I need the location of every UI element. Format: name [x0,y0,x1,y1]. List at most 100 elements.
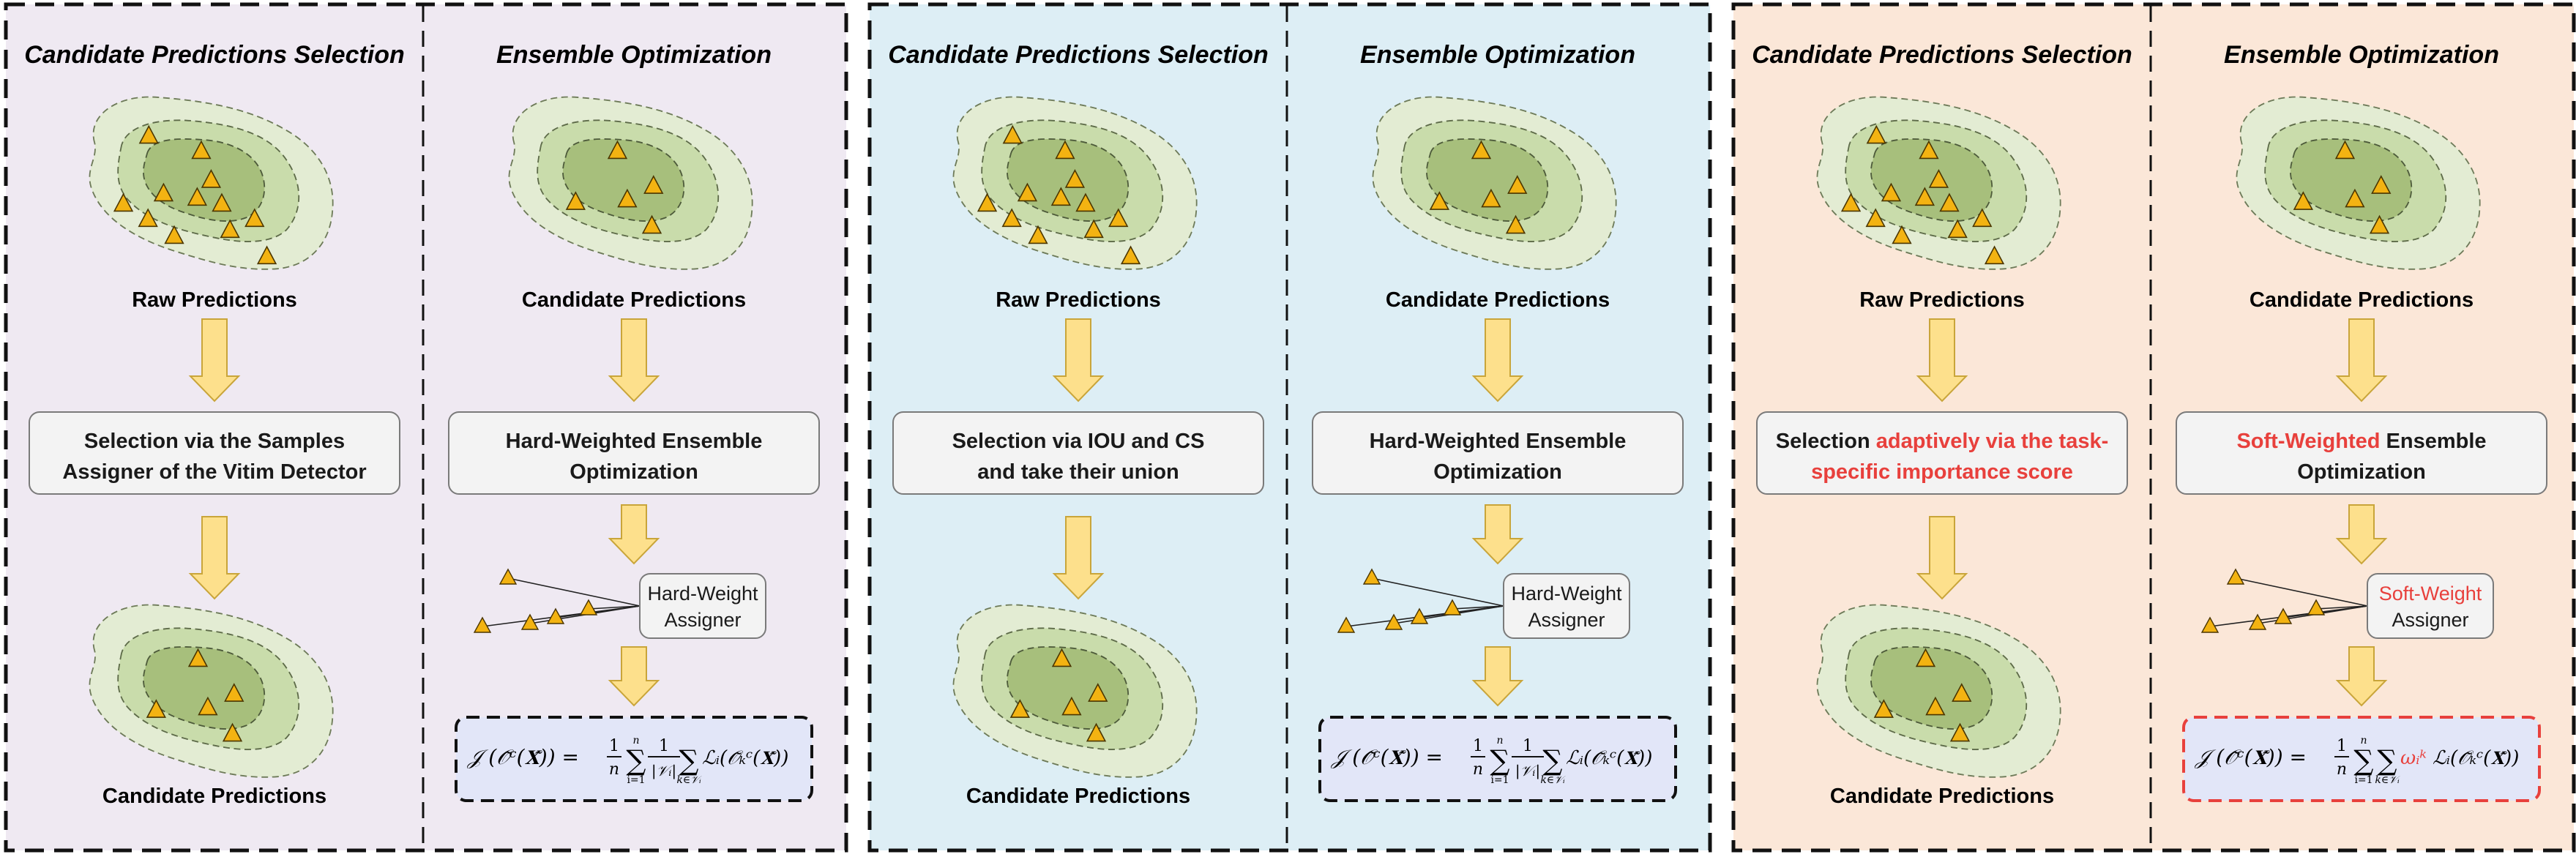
panel-3: Candidate Predictions Selection Ensemble … [1731,2,2576,853]
formula-frame [1318,716,1677,802]
left-column-title: Candidate Predictions Selection [24,41,405,69]
prediction-triangle [977,192,998,212]
right-column-title: Ensemble Optimization [496,41,772,69]
prediction-triangle [1892,225,1912,244]
prediction-triangle [1939,192,1960,212]
weight-assigner: Hard-Weight Assigner [473,568,766,639]
inner-region [2290,138,2413,222]
candidate-predictions-cluster [1372,96,1617,270]
assigner-label-line1: Soft-Weight [2379,583,2482,605]
formula-lhs: 𝒥 (𝒪̃ᶜ(𝐗̃)) = [2194,745,2307,769]
formula-frac-den: n [1473,760,1483,779]
formula-lhs: 𝒥 (𝒪̃ᶜ(𝐗̃)) = [1330,745,1443,769]
prediction-triangle [1984,245,2005,265]
prediction-triangle [1914,187,1935,206]
prediction-triangle [1481,188,1501,208]
prediction-triangle [1120,245,1141,265]
assignment-line [507,577,641,607]
prediction-triangle [1471,140,1492,160]
prediction-triangle [1088,683,1108,702]
prediction-triangle [2345,188,2365,208]
raw-predictions-cluster [89,96,334,270]
candidate-predictions-label: Candidate Predictions [1830,785,2054,808]
prediction-triangle [1337,616,1356,633]
prediction-triangle [1865,208,1886,228]
prediction-triangle [191,140,212,160]
prediction-triangle [1915,648,1936,667]
candidate-predictions-cluster [2236,96,2481,270]
assignment-line [555,605,641,618]
prediction-triangle [2274,607,2293,624]
formula-sum2-bottom: k∈𝒱ᵢ [1540,774,1566,786]
flow-arrow [608,646,660,707]
prediction-triangle [565,191,586,210]
prediction-triangle [1061,696,1082,716]
prediction-triangle [1009,699,1031,718]
prediction-triangle [643,175,664,194]
inner-region [143,646,266,730]
assigner-label-line2: Assigner [664,609,741,631]
right-column-title: Ensemble Optimization [2224,41,2499,69]
formula-sum-bottom: i=1 [1490,774,1509,786]
prediction-triangle [153,182,174,202]
flow-arrow [608,504,660,565]
selection-box [1756,411,2128,495]
ensemble-box [2176,411,2547,495]
flow-arrow [1471,504,1524,565]
selection-label-line2: and take their union [977,460,1179,484]
flow-arrow [2335,504,2388,565]
formula-frac2-den: |𝒱ᵢ| [652,762,676,780]
prediction-triangle [617,188,638,208]
formula-lhs: 𝒥 (𝒪̃ᶜ(𝐗̃)) = [466,745,579,769]
prediction-triangle [1002,124,1023,144]
prediction-triangle [1017,182,1038,202]
candidate-predictions-cluster [952,604,1198,778]
prediction-triangle [256,245,277,265]
candidate-predictions-label: Candidate Predictions [2250,288,2474,312]
prediction-triangle [1881,182,1902,202]
formula-frac2-den: |𝒱ᵢ| [1515,762,1540,780]
prediction-triangle [1972,208,1993,228]
prediction-triangle [146,699,167,718]
prediction-triangle [1086,722,1107,742]
raw-predictions-cluster [1816,96,2061,270]
prediction-triangle [1949,722,1971,742]
assigner-label-line1: Hard-Weight [647,583,758,605]
prediction-triangle [113,192,134,212]
prediction-triangle [1866,124,1886,144]
assignment-line [2315,605,2368,610]
prediction-triangle [1840,192,1862,212]
raw-predictions-label: Raw Predictions [1859,288,2025,312]
prediction-triangle [1925,696,1946,716]
inner-region [1007,646,1130,730]
formula-sum-bottom: i=1 [627,774,645,786]
prediction-triangle [222,722,243,742]
prediction-triangle [499,568,518,585]
formula-sum2-bottom: k∈𝒱ᵢ [676,774,702,786]
prediction-triangle [2226,568,2245,585]
flow-arrow [188,318,241,403]
formula-sum-symbol: ∑ [2353,744,2373,776]
flow-arrow [1471,318,1524,403]
prediction-triangle [1055,140,1075,160]
prediction-triangle [198,696,218,716]
prediction-triangle [546,607,565,624]
prediction-triangle [579,599,598,615]
formula-frac-num: 1 [609,737,619,755]
loss-formula: 𝒥 (𝒪̃ᶜ(𝐗̃)) = 1nn∑i=11|𝒱ᵢ| ∑k∈𝒱ᵢℒᵢ(𝒪̃ₖᶜ(𝐗̃… [1318,716,1677,802]
assigner-label-line2: Assigner [2392,609,2468,631]
assignment-line [1452,605,1504,610]
inner-region [1870,646,1993,730]
prediction-triangle [1051,648,1072,667]
candidate-predictions-cluster [89,604,334,778]
assigner-box [639,573,766,639]
assignment-line [1371,577,1504,607]
raw-predictions-cluster [952,96,1198,270]
formula-frac2-num: 1 [659,737,669,755]
selection-box [892,411,1264,495]
prediction-triangle [1919,140,1939,160]
prediction-triangle [224,683,244,702]
ensemble-box [448,411,820,495]
prediction-triangle [1873,699,1894,718]
formula-frame [455,716,813,802]
